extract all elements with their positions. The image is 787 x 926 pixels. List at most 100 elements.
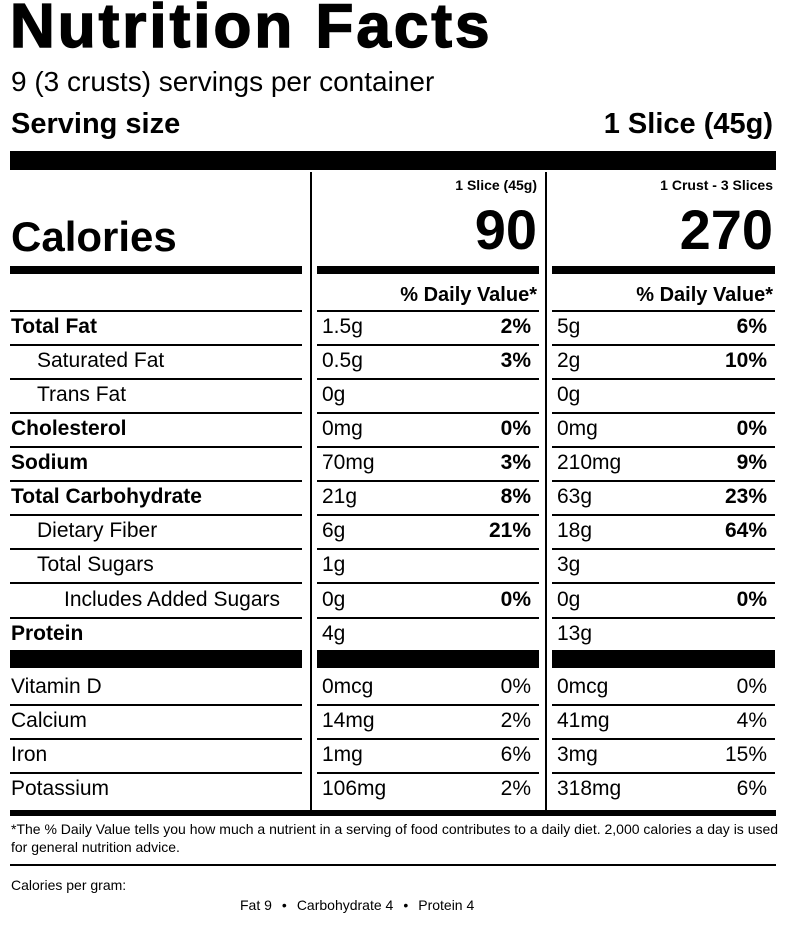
- crust-amount: 3g: [557, 553, 581, 576]
- row-rule: [552, 446, 775, 448]
- slice-daily-value: 2%: [500, 709, 531, 732]
- slice-amount: 21g: [322, 485, 358, 508]
- vitamin-name: Vitamin D: [11, 675, 102, 698]
- row-rule: [317, 480, 539, 482]
- crust-daily-value: 0%: [736, 675, 767, 698]
- crust-amount: 41mg: [557, 709, 610, 732]
- slice-amount: 4g: [322, 622, 346, 645]
- row-rule: [10, 480, 302, 482]
- calories-value-1: 90: [474, 198, 537, 261]
- thick-divider-top: [10, 151, 776, 170]
- slice-amount: 0g: [322, 588, 346, 611]
- row-rule: [317, 582, 539, 584]
- daily-value-header-2: % Daily Value*: [636, 284, 773, 306]
- nutrient-name: Protein: [11, 622, 84, 645]
- vitamin-divider-1: [10, 650, 302, 668]
- crust-daily-value: 0%: [736, 588, 767, 611]
- row-rule: [317, 772, 539, 774]
- crust-amount: 13g: [557, 622, 593, 645]
- calories-divider-3: [552, 266, 775, 274]
- slice-amount: 0mcg: [322, 675, 374, 698]
- crust-amount: 2g: [557, 349, 581, 372]
- row-rule: [10, 344, 302, 346]
- slice-amount: 1mg: [322, 743, 363, 766]
- serving-size-label: Serving size: [11, 108, 181, 140]
- slice-daily-value: 2%: [500, 315, 531, 338]
- slice-amount: 6g: [322, 519, 346, 542]
- row-rule: [552, 772, 775, 774]
- fat-per-gram: Fat 9: [240, 897, 272, 913]
- row-rule: [317, 617, 539, 619]
- calories-value-2: 270: [679, 198, 773, 261]
- slice-daily-value: 8%: [500, 485, 531, 508]
- crust-daily-value: 6%: [736, 777, 767, 800]
- slice-daily-value: 2%: [500, 777, 531, 800]
- row-rule: [552, 310, 775, 312]
- nutrient-name: Total Carbohydrate: [11, 485, 202, 508]
- vitamin-name: Calcium: [11, 709, 87, 732]
- row-rule: [10, 772, 302, 774]
- row-rule: [317, 310, 539, 312]
- crust-daily-value: 15%: [724, 743, 767, 766]
- row-rule: [552, 582, 775, 584]
- calories-per-gram-values: Fat 9 • Carbohydrate 4 • Protein 4: [240, 896, 474, 914]
- row-rule: [552, 344, 775, 346]
- nutrient-name: Total Fat: [11, 315, 97, 338]
- nutrient-name: Total Sugars: [37, 553, 154, 576]
- crust-daily-value: 23%: [724, 485, 767, 508]
- calories-divider-2: [317, 266, 539, 274]
- label-title: Nutrition Facts: [9, 0, 493, 61]
- row-rule: [10, 582, 302, 584]
- row-rule: [10, 412, 302, 414]
- slice-amount: 0mg: [322, 417, 363, 440]
- row-rule: [317, 548, 539, 550]
- protein-per-gram: Protein 4: [418, 897, 475, 913]
- column-header-2: 1 Crust - 3 Slices: [660, 177, 773, 193]
- row-rule: [10, 738, 302, 740]
- column-header-1: 1 Slice (45g): [455, 177, 537, 193]
- calories-per-gram-label: Calories per gram:: [11, 877, 127, 893]
- slice-daily-value: 21%: [488, 519, 531, 542]
- nutrient-name: Dietary Fiber: [37, 519, 158, 542]
- slice-daily-value: 0%: [500, 675, 531, 698]
- row-rule: [552, 704, 775, 706]
- crust-amount: 0g: [557, 588, 581, 611]
- slice-amount: 0g: [322, 383, 346, 406]
- crust-daily-value: 9%: [736, 451, 767, 474]
- slice-amount: 14mg: [322, 709, 375, 732]
- crust-amount: 63g: [557, 485, 593, 508]
- column-divider-left: [310, 172, 312, 812]
- row-rule: [317, 704, 539, 706]
- row-rule: [10, 548, 302, 550]
- crust-amount: 0g: [557, 383, 581, 406]
- slice-amount: 0.5g: [322, 349, 363, 372]
- crust-amount: 0mg: [557, 417, 598, 440]
- vitamin-name: Potassium: [11, 777, 110, 800]
- row-rule: [552, 514, 775, 516]
- slice-amount: 1.5g: [322, 315, 363, 338]
- slice-daily-value: 0%: [500, 417, 531, 440]
- slice-amount: 1g: [322, 553, 346, 576]
- nutrient-name: Saturated Fat: [37, 349, 165, 372]
- row-rule: [10, 378, 302, 380]
- vitamin-name: Iron: [11, 743, 48, 766]
- nutrient-name: Trans Fat: [37, 383, 127, 406]
- crust-daily-value: 64%: [724, 519, 767, 542]
- crust-amount: 318mg: [557, 777, 622, 800]
- crust-daily-value: 0%: [736, 417, 767, 440]
- row-rule: [317, 344, 539, 346]
- row-rule: [10, 446, 302, 448]
- row-rule: [10, 704, 302, 706]
- row-rule: [552, 412, 775, 414]
- slice-amount: 106mg: [322, 777, 387, 800]
- slice-daily-value: 3%: [500, 451, 531, 474]
- crust-amount: 18g: [557, 519, 593, 542]
- slice-daily-value: 0%: [500, 588, 531, 611]
- row-rule: [552, 548, 775, 550]
- row-rule: [10, 310, 302, 312]
- carbohydrate-per-gram: Carbohydrate 4: [296, 897, 394, 913]
- footnote-divider: [10, 810, 776, 816]
- row-rule: [317, 446, 539, 448]
- servings-per-container: 9 (3 crusts) servings per container: [11, 66, 435, 97]
